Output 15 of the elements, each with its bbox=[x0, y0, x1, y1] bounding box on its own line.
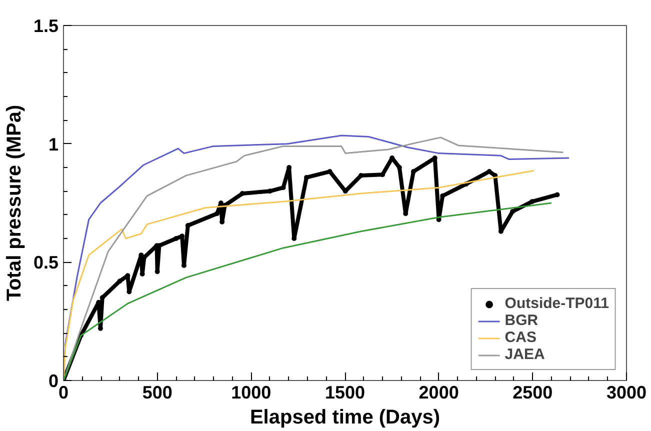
x-tick-label: 2500 bbox=[512, 382, 553, 402]
x-tick-label: 1000 bbox=[231, 382, 272, 402]
legend-label: CAS bbox=[504, 329, 536, 346]
y-tick-label: 0.5 bbox=[33, 252, 59, 273]
x-axis-title: Elapsed time (Days) bbox=[250, 406, 440, 428]
legend-label: Outside-TP011 bbox=[504, 295, 609, 312]
legend-label: BGR bbox=[504, 312, 538, 329]
y-tick-label: 1 bbox=[48, 134, 59, 154]
x-tick-label: 1500 bbox=[324, 382, 366, 402]
x-tick-label: 500 bbox=[142, 382, 172, 402]
x-tick-label: 2000 bbox=[418, 382, 459, 402]
legend-label: JAEA bbox=[504, 346, 545, 363]
y-tick-label: 1.5 bbox=[33, 16, 59, 36]
x-tick-label: 3000 bbox=[606, 382, 647, 402]
y-axis-title: Total pressure (MPa) bbox=[3, 104, 26, 302]
